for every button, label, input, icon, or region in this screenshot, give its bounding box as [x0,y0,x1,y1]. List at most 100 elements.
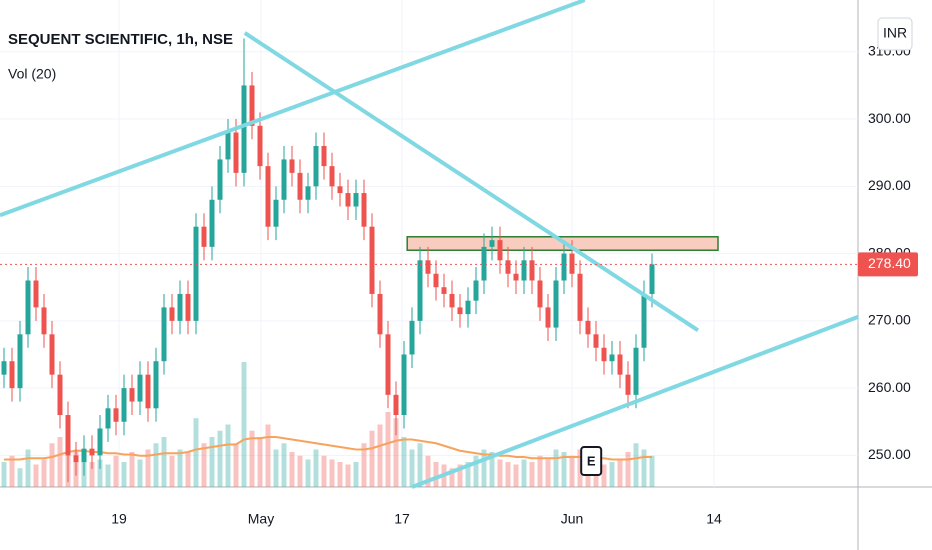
candle-body [569,253,575,274]
volume-bar [233,443,239,487]
volume-bar [145,449,151,487]
volume-bar [201,443,207,487]
candle-body [641,293,647,348]
volume-bar [345,464,351,487]
volume-bar [33,464,39,487]
volume-bar [281,443,287,487]
candle-body [489,240,495,247]
volume-bar [241,362,247,487]
volume-bar [329,459,335,487]
candle-body [9,361,15,389]
candle-body [1,361,7,375]
trend-line [0,0,586,218]
candle-body [529,260,535,281]
y-tick-label: 270.00 [868,312,911,328]
volume-bar [177,449,183,487]
candle-body [65,415,71,456]
candle-body [329,166,335,187]
candle-body [593,334,599,348]
candle-body [521,260,527,281]
y-tick-label: 250.00 [868,446,911,462]
volume-bar [425,455,431,487]
candle-body [169,307,175,321]
candle-body [385,334,391,395]
candle-body [361,193,367,227]
candle-body [617,354,623,375]
event-marker[interactable] [580,446,603,476]
volume-bar [449,468,455,487]
volume-bar [521,459,527,487]
volume-bar [497,459,503,487]
candle-body [273,199,279,227]
candle-body [97,428,103,456]
volume-bar [49,443,55,487]
candle-body [33,280,39,308]
candle-body [649,264,655,294]
volume-bar [249,430,255,487]
volume-bar [633,443,639,487]
currency-button[interactable] [877,17,913,51]
candle-body [609,354,615,362]
volume-bar [305,459,311,487]
candle-body [209,199,215,247]
candle-body [625,374,631,395]
candle-body [129,388,135,402]
candle-body [377,293,383,335]
candle-body [289,159,295,173]
candle-body [577,273,583,321]
volume-bar [561,452,567,487]
volume-bar [57,437,63,487]
volume-bar [105,464,111,487]
volume-bar [393,418,399,487]
candle-body [153,361,159,409]
volume-bar [41,459,47,487]
volume-bar [641,449,647,487]
candle-body [417,260,423,321]
volume-bar [313,449,319,487]
volume-bar [569,455,575,487]
volume-bar [465,462,471,487]
y-tick-label: 290.00 [868,177,911,193]
candle-body [497,240,503,261]
candle-body [121,388,127,422]
volume-bar [433,462,439,487]
candle-body [369,226,375,294]
candle-body [473,280,479,301]
volume-bar [129,452,135,487]
candle-body [321,145,327,167]
volume-bar [137,459,143,487]
candle-body [105,408,111,429]
volume-bar [505,462,511,487]
chart-title: SEQUENT SCIENTIFIC, 1h, NSE [8,31,233,48]
volume-bar [209,437,215,487]
volume-bar [225,424,231,487]
candle-body [425,260,431,274]
volume-bar [321,455,327,487]
candle-body [81,448,87,463]
trend-line [243,31,700,332]
volume-bar [609,462,615,487]
candle-body [513,273,519,281]
trend-line [411,314,859,489]
candle-body [89,448,95,456]
volume-bar [545,459,551,487]
volume-bar [193,418,199,487]
volume-bar [361,443,367,487]
candle-body [401,354,407,416]
candle-body [137,374,143,402]
volume-bar [377,424,383,487]
candle-body [241,85,247,173]
candle-body [193,226,199,321]
volume-bar [161,437,167,487]
candle-body [505,260,511,274]
candle-body [481,246,487,281]
candle-body [225,132,231,160]
x-tick-label: 17 [394,511,410,527]
candle-body [337,186,343,194]
volume-bar [289,452,295,487]
candle-body [553,280,559,328]
volume-bar [25,449,31,487]
candle-body [257,125,263,167]
volume-bar [577,449,583,487]
volume-label: Vol (20) [8,66,56,82]
